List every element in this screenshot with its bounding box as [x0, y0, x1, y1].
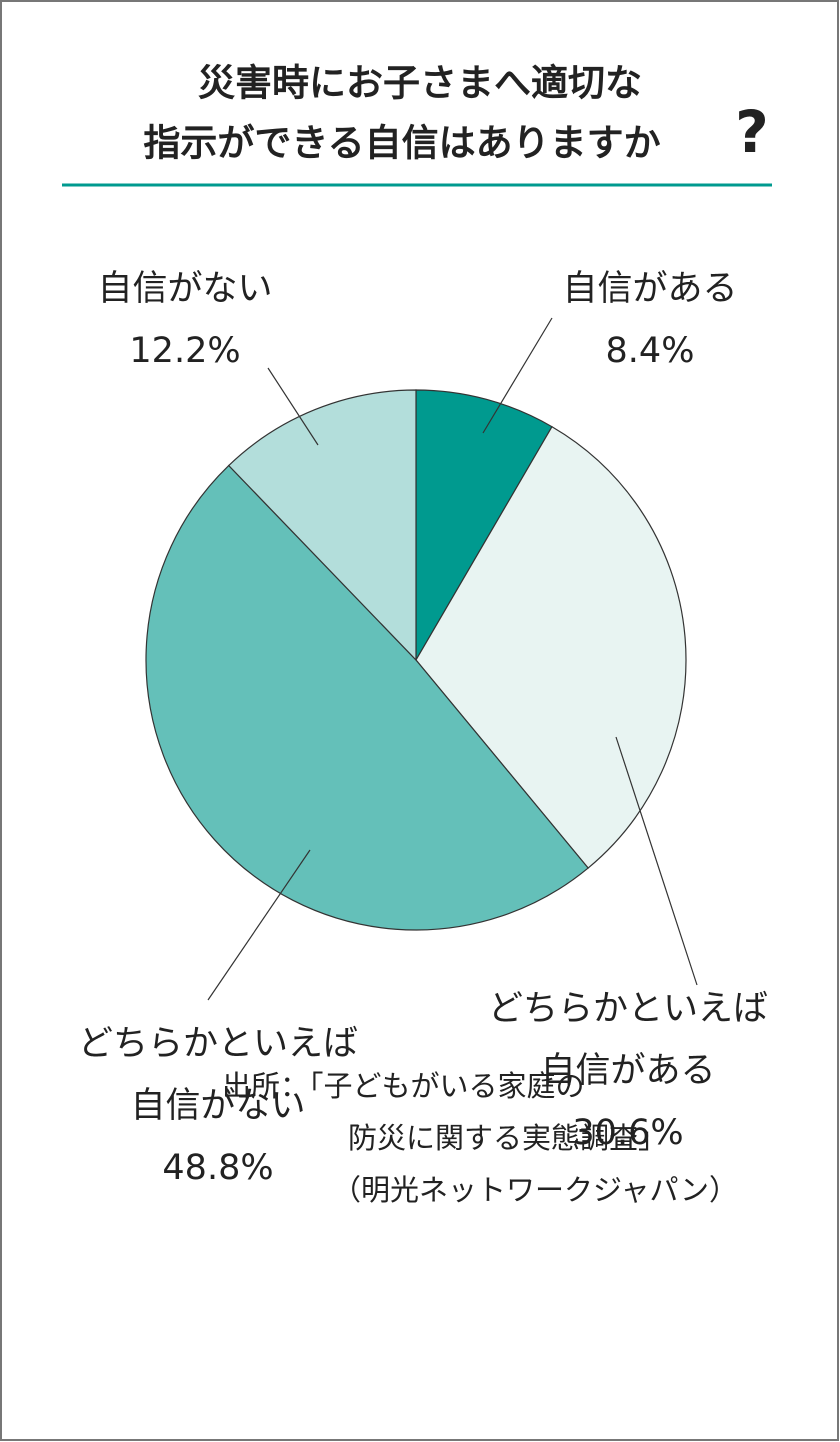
slice-label: 自信がない: [130, 1086, 305, 1126]
leader-line: [615, 736, 698, 986]
source-line: 出所：「子どもがいる家庭の: [222, 1069, 585, 1103]
title-line: 指示ができる自信はありますか: [143, 122, 660, 165]
title-line: 災害時にお子さまへ適切な: [198, 62, 642, 105]
value-label: 8.4%: [606, 331, 695, 371]
leader-line: [267, 367, 319, 446]
value-label: 48.8%: [162, 1148, 273, 1188]
slice-label: どちらかといえば: [78, 1024, 358, 1064]
value-label: 30.6%: [572, 1113, 683, 1153]
pie-slice: [415, 389, 553, 663]
pie-slice: [227, 389, 417, 662]
slice-label: どちらかといえば: [488, 989, 768, 1029]
value-label: 12.2%: [129, 331, 240, 371]
slice-label: 自信がない: [97, 269, 272, 309]
pie-slice: [145, 464, 589, 931]
pie-slice: [415, 425, 687, 869]
leader-line: [482, 317, 553, 434]
slice-label: 自信がある: [540, 1051, 715, 1091]
slice-label: 自信がある: [562, 269, 737, 309]
leader-line: [207, 849, 311, 1001]
title-mark: ?: [735, 98, 769, 166]
source-line: 防災に関する実態調査」: [348, 1121, 667, 1155]
source-line: （明光ネットワークジャパン）: [332, 1173, 738, 1207]
